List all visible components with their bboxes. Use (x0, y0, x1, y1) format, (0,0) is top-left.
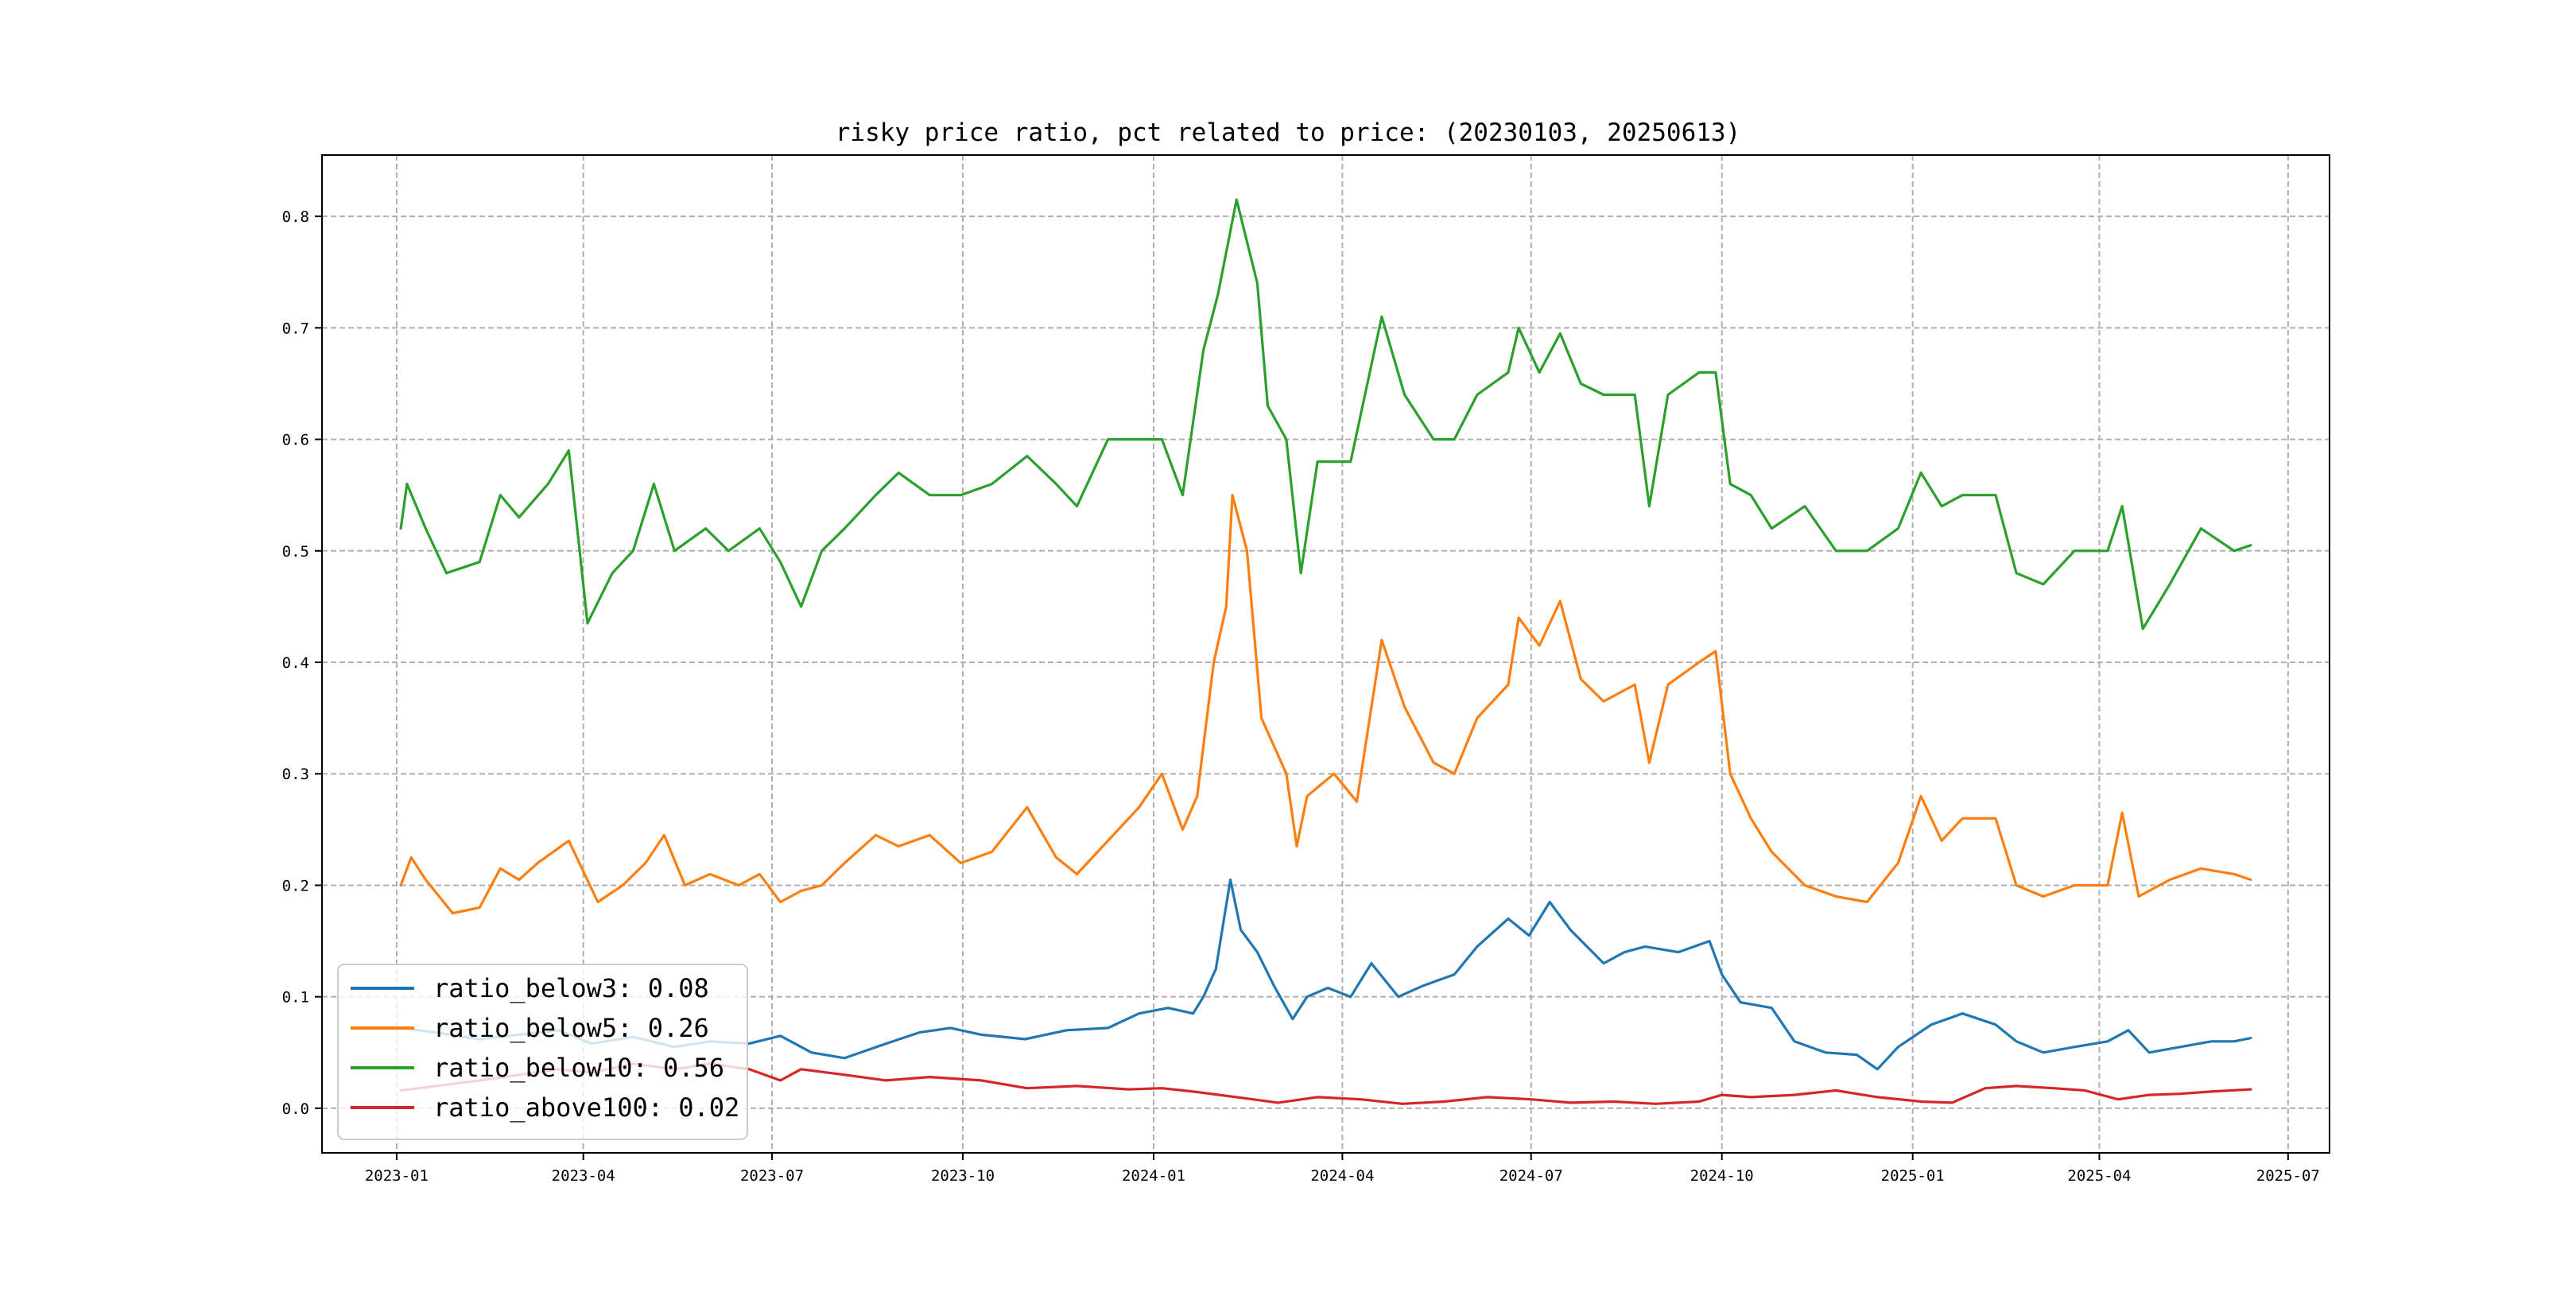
x-tick-label: 2025-04 (2067, 1167, 2131, 1185)
x-tick-label: 2023-10 (931, 1167, 995, 1185)
legend-box (337, 964, 748, 1140)
y-tick-label: 0.4 (282, 654, 309, 672)
y-tick-label: 0.3 (282, 766, 309, 783)
x-tick-label: 2024-07 (1499, 1167, 1563, 1185)
y-tick-label: 0.8 (282, 208, 309, 226)
y-tick-label: 0.2 (282, 877, 309, 894)
y-axis-ticks: 0.0 0.1 0.2 0.3 0.4 0.5 0.6 0.7 0.8 (282, 208, 322, 1118)
chart-title: risky price ratio, pct related to price:… (836, 118, 1740, 147)
legend: ratio_below3: 0.08 ratio_below5: 0.26 rati… (337, 964, 748, 1140)
legend-label-ratio_below5: ratio_below5: 0.26 (433, 1013, 709, 1043)
y-tick-label: 0.7 (282, 320, 309, 337)
legend-label-ratio_below3: ratio_below3: 0.08 (433, 973, 709, 1003)
y-tick-label: 0.1 (282, 989, 309, 1007)
x-tick-label: 2023-07 (740, 1167, 804, 1185)
x-tick-label: 2023-01 (365, 1167, 429, 1185)
legend-label-ratio_above100: ratio_above100: 0.02 (433, 1092, 739, 1123)
x-tick-label: 2024-04 (1310, 1167, 1374, 1185)
series-line-ratio_below3 (399, 878, 2252, 1071)
x-tick-label: 2024-01 (1122, 1167, 1185, 1185)
y-tick-label: 0.0 (282, 1100, 309, 1118)
x-tick-label: 2023-04 (552, 1167, 615, 1185)
y-tick-label: 0.5 (282, 543, 309, 561)
legend-label-ratio_below10: ratio_below10: 0.56 (433, 1053, 724, 1083)
x-tick-label: 2025-07 (2256, 1167, 2320, 1185)
series-line-ratio_below5 (399, 494, 2252, 915)
x-axis-ticks: 2023-01 2023-04 2023-07 2023-10 2024-01 2024-… (365, 1153, 2320, 1185)
plot-frame (321, 154, 2330, 1154)
grid (322, 155, 2330, 1153)
x-tick-label: 2024-10 (1690, 1167, 1754, 1185)
series-line-ratio_below10 (399, 198, 2252, 630)
x-tick-label: 2025-01 (1881, 1167, 1945, 1185)
y-tick-label: 0.6 (282, 432, 309, 449)
